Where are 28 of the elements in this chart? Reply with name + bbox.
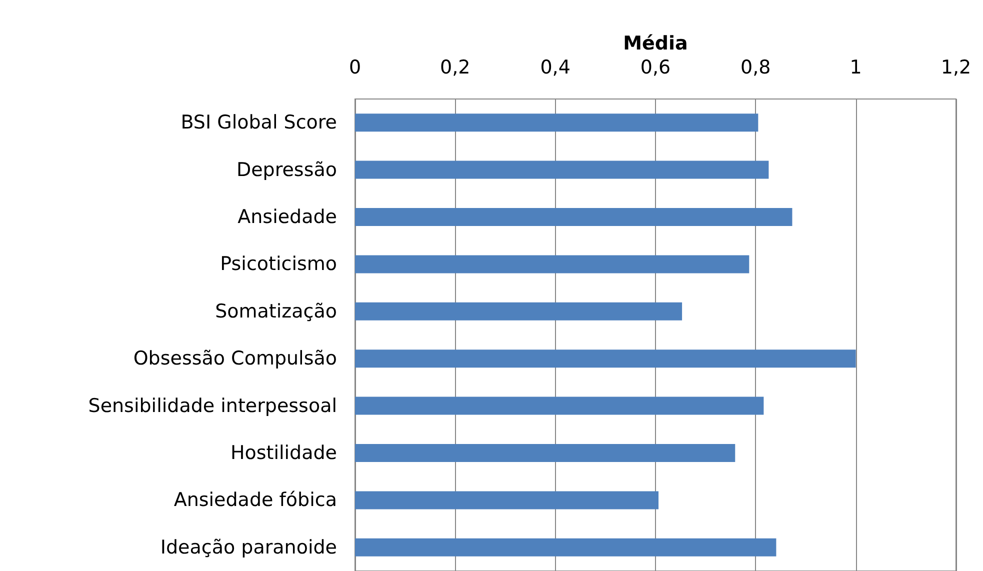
bar — [355, 208, 792, 226]
y-tick-label: Ideação paranoide — [160, 536, 337, 558]
x-axis-title: Média — [623, 32, 688, 55]
bar — [355, 255, 750, 274]
y-tick-label: BSI Global Score — [180, 112, 337, 134]
x-tick-label: 0,8 — [740, 56, 771, 78]
bar — [355, 491, 659, 510]
y-tick-label: Sensibilidade interpessoal — [88, 394, 337, 417]
x-tick-label: 0,2 — [440, 56, 470, 78]
bar — [355, 302, 682, 320]
x-tick-label: 1 — [850, 56, 862, 78]
y-tick-label: Depressão — [236, 158, 337, 181]
x-tick-label: 0,6 — [640, 56, 671, 78]
x-tick-label: 1,2 — [940, 56, 972, 78]
y-tick-label: Ansiedade — [238, 206, 337, 228]
bar — [355, 538, 776, 556]
bar — [355, 396, 764, 415]
bar — [355, 114, 758, 132]
y-tick-label: Hostilidade — [230, 442, 337, 464]
x-tick-label: 0 — [348, 56, 362, 78]
bar — [355, 444, 736, 462]
bar — [355, 160, 769, 179]
bar — [355, 350, 856, 368]
x-tick-label: 0,4 — [540, 56, 570, 78]
y-tick-label: Somatização — [215, 300, 337, 322]
y-tick-label: Obsessão Compulsão — [133, 348, 337, 370]
y-tick-label: Psicoticismo — [220, 253, 337, 276]
y-tick-label: Ansiedade fóbica — [174, 489, 337, 512]
